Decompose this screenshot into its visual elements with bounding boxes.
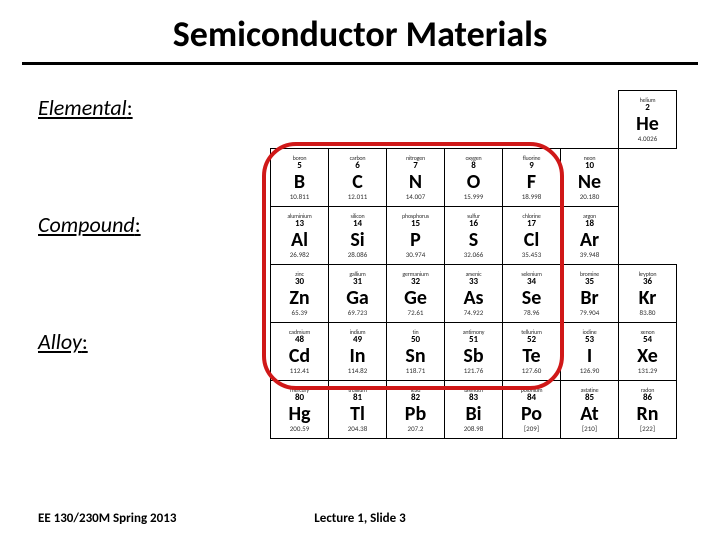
element-Cl: chlorine17Cl35.453 bbox=[503, 207, 561, 265]
element-N: nitrogen7N14.007 bbox=[387, 149, 445, 207]
label-compound: Compound: bbox=[38, 211, 141, 238]
element-Xe: xenon54Xe131.29 bbox=[619, 323, 677, 381]
category-labels: Elemental: Compound: Alloy: bbox=[38, 94, 141, 445]
element-In: indium49In114.82 bbox=[329, 323, 387, 381]
element-Tl: thallium81Tl204.38 bbox=[329, 381, 387, 439]
element-Ne: neon10Ne20.180 bbox=[561, 149, 619, 207]
periodic-table: helium2He4.0026 boron5B10.811carbon6C12.0… bbox=[270, 90, 677, 439]
element-P: phosphorus15P30.974 bbox=[387, 207, 445, 265]
footer-lecture: Lecture 1, Slide 3 bbox=[314, 511, 405, 526]
title-underline bbox=[22, 62, 698, 65]
element-C: carbon6C12.011 bbox=[329, 149, 387, 207]
element-Bi: bismuth83Bi208.98 bbox=[445, 381, 503, 439]
element-F: fluorine9F18.998 bbox=[503, 149, 561, 207]
element-Zn: zinc30Zn65.39 bbox=[271, 265, 329, 323]
element-Po: polonium84Po[209] bbox=[503, 381, 561, 439]
element-Pb: lead82Pb207.2 bbox=[387, 381, 445, 439]
label-alloy: Alloy: bbox=[38, 328, 141, 355]
element-He: helium2He4.0026 bbox=[619, 91, 677, 149]
footer-course: EE 130/230M Spring 2013 bbox=[38, 511, 176, 526]
element-Cd: cadmium48Cd112.41 bbox=[271, 323, 329, 381]
element-Kr: krypton36Kr83.80 bbox=[619, 265, 677, 323]
element-Te: tellurium52Te127.60 bbox=[503, 323, 561, 381]
element-Al: aluminium13Al26.982 bbox=[271, 207, 329, 265]
element-Sn: tin50Sn118.71 bbox=[387, 323, 445, 381]
element-B: boron5B10.811 bbox=[271, 149, 329, 207]
element-Ge: germanium32Ge72.61 bbox=[387, 265, 445, 323]
slide-title: Semiconductor Materials bbox=[0, 0, 720, 56]
slide-footer: EE 130/230M Spring 2013 Lecture 1, Slide… bbox=[38, 511, 682, 526]
element-Br: bromine35Br79.904 bbox=[561, 265, 619, 323]
element-I: iodine53I126.90 bbox=[561, 323, 619, 381]
element-Hg: mercury80Hg200.59 bbox=[271, 381, 329, 439]
element-As: arsenic33As74.922 bbox=[445, 265, 503, 323]
element-Si: silicon14Si28.086 bbox=[329, 207, 387, 265]
element-Sb: antimony51Sb121.76 bbox=[445, 323, 503, 381]
element-Rn: radon86Rn[222] bbox=[619, 381, 677, 439]
label-elemental: Elemental: bbox=[38, 94, 141, 121]
element-At: astatine85At[210] bbox=[561, 381, 619, 439]
element-O: oxygen8O15.999 bbox=[445, 149, 503, 207]
element-Ar: argon18Ar39.948 bbox=[561, 207, 619, 265]
element-S: sulfur16S32.066 bbox=[445, 207, 503, 265]
element-Se: selenium34Se78.96 bbox=[503, 265, 561, 323]
element-Ga: gallium31Ga69.723 bbox=[329, 265, 387, 323]
